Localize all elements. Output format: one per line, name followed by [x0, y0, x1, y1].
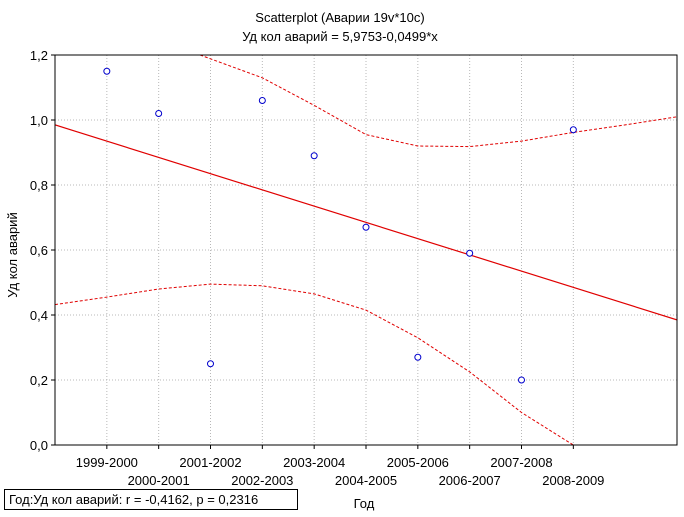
- x-tick-label: 2004-2005: [335, 473, 397, 488]
- data-point: [258, 97, 266, 104]
- data-point: [310, 152, 318, 160]
- x-tick-label: 2001-2002: [179, 455, 241, 470]
- y-tick-label: 0,4: [30, 308, 48, 323]
- correlation-stats-box: Год:Уд кол аварий: r = -0,4162, p = 0,23…: [4, 489, 298, 510]
- x-tick-label: 2007-2008: [490, 455, 552, 470]
- y-tick-label: 1,0: [30, 113, 48, 128]
- x-tick-label: 2005-2006: [387, 455, 449, 470]
- data-point: [466, 249, 474, 257]
- data-point: [155, 110, 163, 117]
- data-point: [414, 353, 422, 361]
- x-tick-label: 2006-2007: [439, 473, 501, 488]
- data-point: [362, 223, 370, 231]
- y-axis-label: Уд кол аварий: [5, 212, 20, 297]
- grid-lines: [55, 55, 677, 445]
- correlation-stats-text: Год:Уд кол аварий: r = -0,4162, p = 0,23…: [9, 492, 259, 507]
- y-tick-label: 0,6: [30, 243, 48, 258]
- regression-equation: Уд кол аварий = 5,9753-0,0499*x: [242, 29, 438, 44]
- lower-confidence-curve: [55, 283, 574, 445]
- data-point: [207, 360, 214, 368]
- y-tick-label: 0,8: [30, 178, 48, 193]
- data-point: [569, 126, 577, 134]
- data-point: [518, 376, 525, 384]
- data-points: [103, 67, 577, 384]
- upper-confidence-curve: [199, 55, 677, 148]
- x-tick-label: 2008-2009: [542, 473, 604, 488]
- y-tick-label: 0,0: [30, 438, 48, 453]
- y-tick-labels: 0,0 0,2 0,4 0,6 0,8 1,0 1,2: [30, 48, 55, 453]
- y-tick-label: 0,2: [30, 373, 48, 388]
- data-point: [103, 67, 111, 75]
- x-tick-label: 1999-2000: [76, 455, 138, 470]
- x-tick-labels: 1999-2000 2000-2001 2001-2002 2002-2003 2003…: [76, 445, 604, 488]
- x-tick-label: 2003-2004: [283, 455, 345, 470]
- regression-line: [55, 124, 677, 321]
- confidence-bands: [55, 55, 677, 445]
- chart-title: Scatterplot (Аварии 19v*10c): [255, 10, 424, 25]
- y-tick-label: 1,2: [30, 48, 48, 63]
- regression-line-group: [55, 124, 677, 321]
- x-tick-label: 2002-2003: [231, 473, 293, 488]
- x-axis-label: Год: [354, 496, 375, 511]
- x-tick-label: 2000-2001: [128, 473, 190, 488]
